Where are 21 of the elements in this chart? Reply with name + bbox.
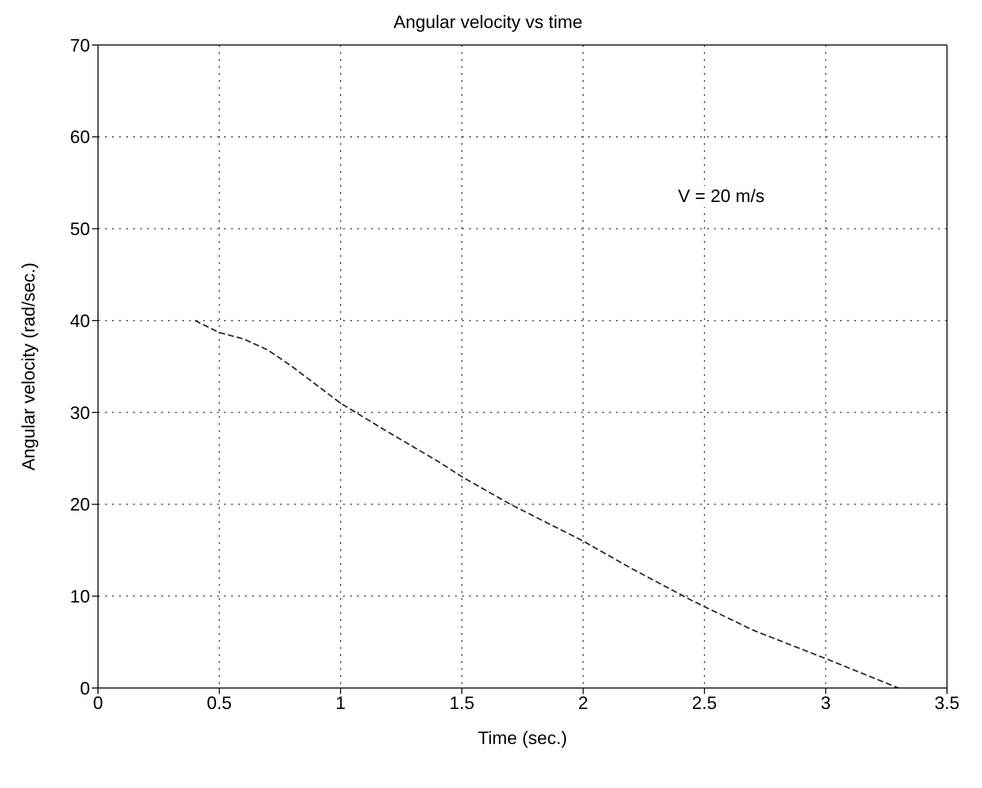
y-tick-label: 40 xyxy=(70,310,90,331)
x-tick-label: 2 xyxy=(578,692,588,713)
x-tick-label: 3 xyxy=(820,692,831,713)
y-tick-label: 70 xyxy=(70,35,90,56)
y-tick-label: 60 xyxy=(70,127,90,148)
x-tick-label: 3.5 xyxy=(934,692,960,713)
y-tick-label: 20 xyxy=(70,494,90,515)
x-tick-label: 0 xyxy=(92,692,104,713)
y-tick-label: 30 xyxy=(70,402,90,423)
x-tick-label: 1 xyxy=(336,692,346,713)
y-tick-label: 10 xyxy=(70,586,90,607)
x-tick-label: 1.5 xyxy=(449,692,474,713)
y-axis-title: Angular velocity (rad/sec.) xyxy=(18,262,38,471)
y-tick-label: 50 xyxy=(70,219,90,240)
x-tick-label: 0.5 xyxy=(206,692,232,713)
line-series xyxy=(194,320,900,688)
annotation: V = 20 m/s xyxy=(678,186,765,207)
y-tick-label: 0 xyxy=(80,678,90,698)
chart-title: Angular velocity vs time xyxy=(392,12,584,33)
x-axis-title: Time (sec.) xyxy=(478,728,568,748)
x-tick-label: 2.5 xyxy=(692,692,717,713)
